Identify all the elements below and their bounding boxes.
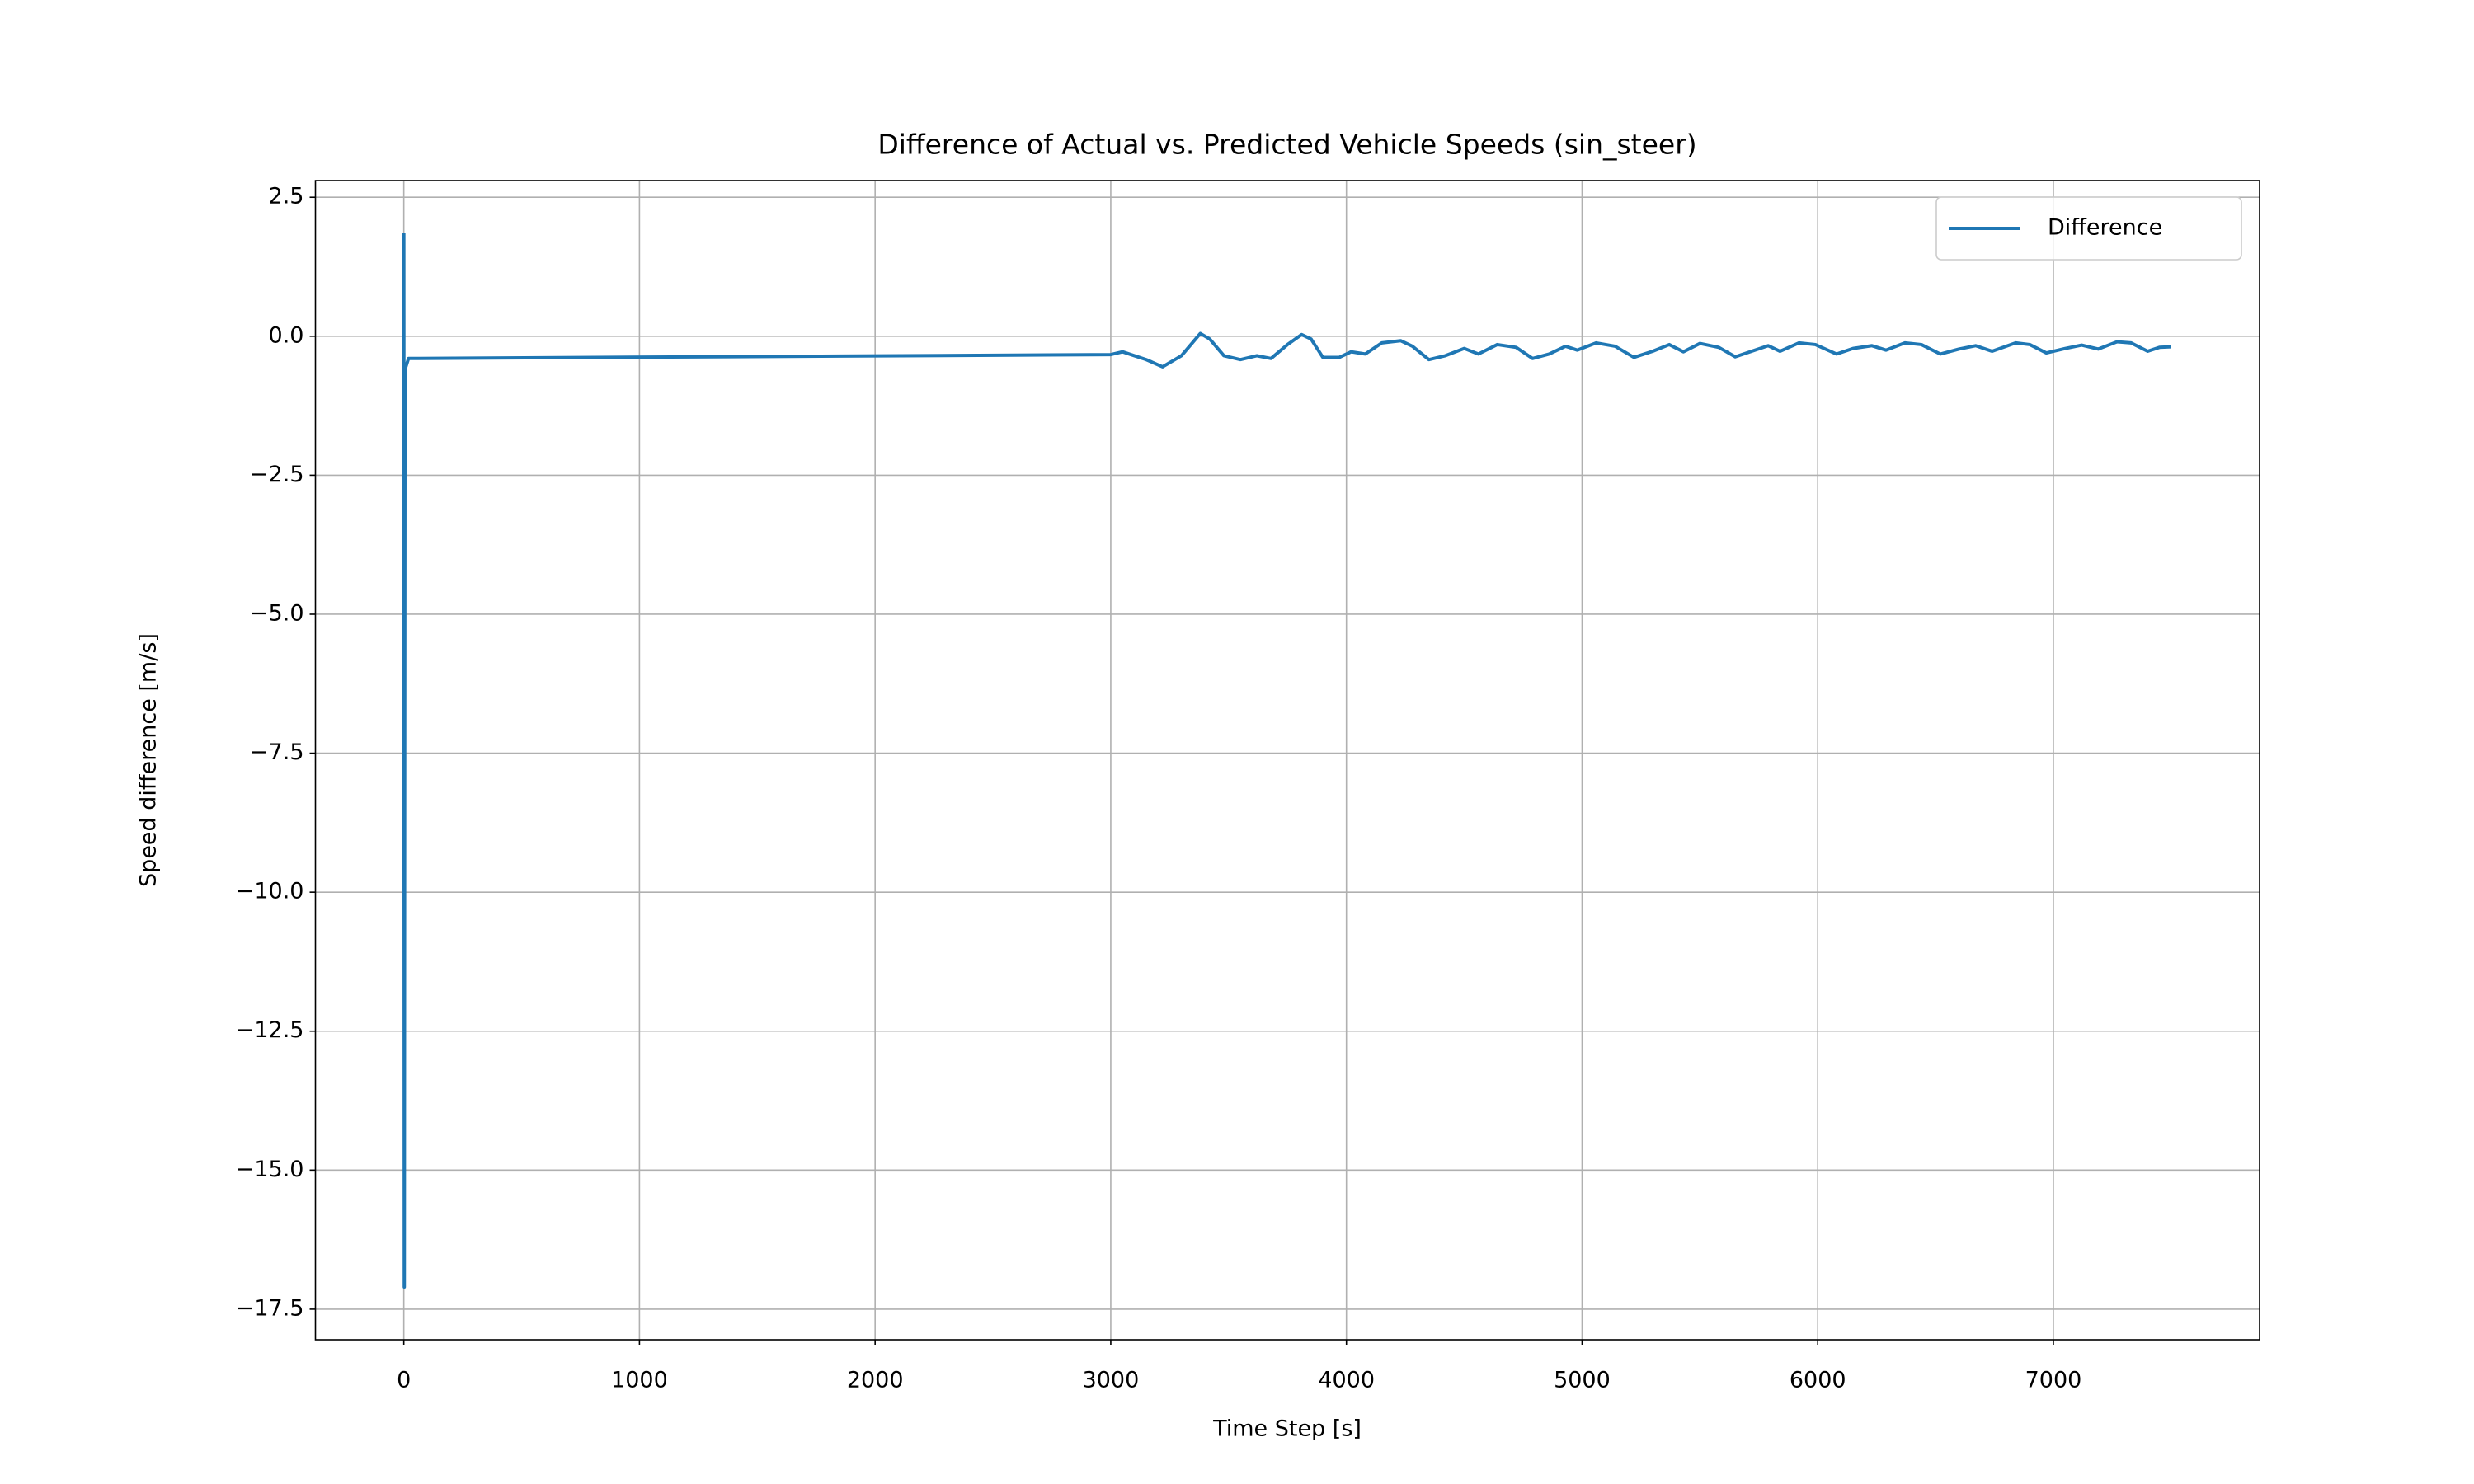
x-tick-label: 3000 [1083, 1368, 1140, 1393]
y-tick-label: 0.0 [269, 322, 304, 348]
x-axis-label: Time Step [s] [1212, 1416, 1362, 1442]
y-tick-label: −5.0 [250, 600, 304, 626]
x-tick-label: 2000 [847, 1368, 904, 1393]
legend-label: Difference [2048, 215, 2162, 241]
plot-frame [314, 180, 2260, 1341]
y-tick-label: −2.5 [250, 462, 304, 487]
y-tick-label: −12.5 [236, 1017, 304, 1043]
x-tick-label: 0 [397, 1368, 411, 1393]
x-tick-label: 6000 [1790, 1368, 1846, 1393]
legend-box [1935, 196, 2242, 261]
y-tick-label: −10.0 [236, 879, 304, 904]
x-tick-label: 7000 [2025, 1368, 2082, 1393]
x-tick-label: 1000 [611, 1368, 668, 1393]
y-tick-label: −15.0 [236, 1157, 304, 1182]
x-tick-label: 4000 [1318, 1368, 1375, 1393]
y-tick-label: −17.5 [236, 1295, 304, 1321]
data-line [402, 233, 2171, 1289]
chart-title: Difference of Actual vs. Predicted Vehic… [877, 129, 1696, 161]
y-tick-label: −7.5 [250, 740, 304, 765]
y-tick-label: 2.5 [269, 184, 304, 209]
y-axis-label: Speed difference [m/s] [136, 633, 162, 887]
legend: Difference [1935, 196, 2242, 261]
x-tick-label: 5000 [1554, 1368, 1611, 1393]
